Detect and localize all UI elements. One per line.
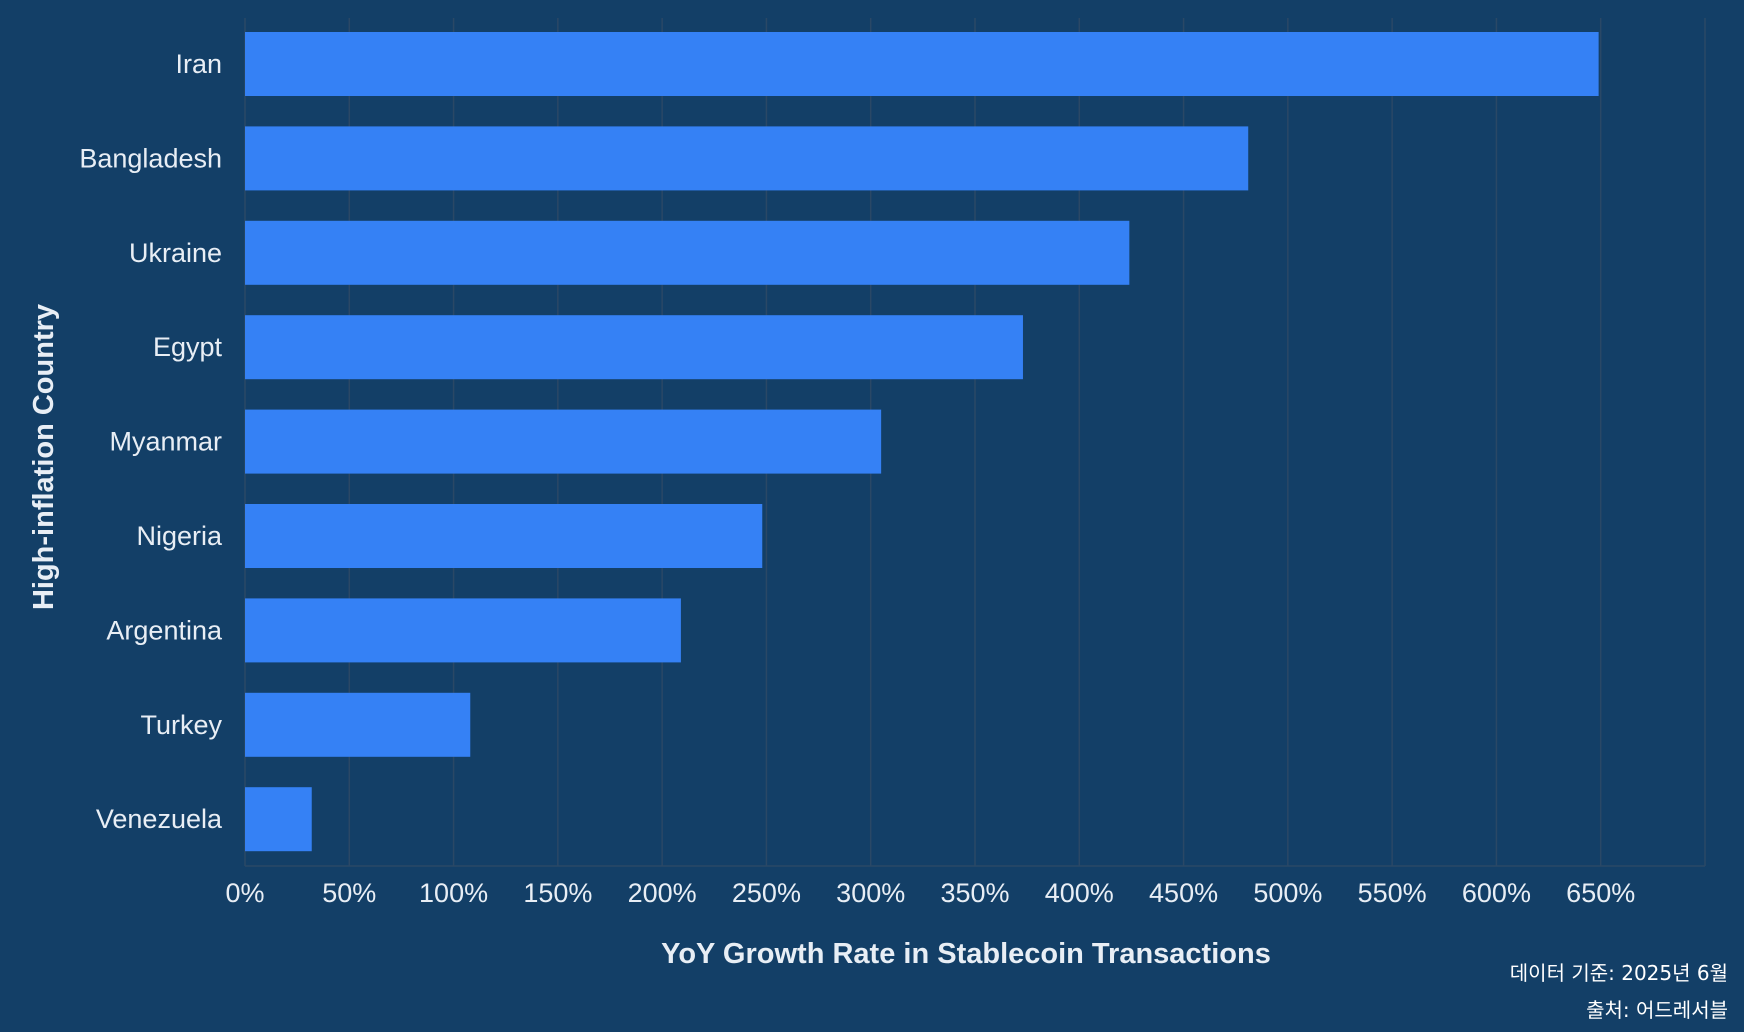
x-tick-label: 0% xyxy=(225,878,264,908)
x-tick-label: 550% xyxy=(1358,878,1427,908)
category-label: Bangladesh xyxy=(79,143,222,173)
bar-nigeria xyxy=(245,504,763,568)
x-tick-label: 50% xyxy=(322,878,376,908)
category-label: Venezuela xyxy=(96,804,223,834)
bar-venezuela xyxy=(245,787,312,852)
x-tick-label: 400% xyxy=(1045,878,1114,908)
x-tick-label: 200% xyxy=(628,878,697,908)
x-tick-label: 100% xyxy=(419,878,488,908)
category-label: Ukraine xyxy=(129,238,222,268)
bar-egypt xyxy=(245,315,1023,380)
y-axis-title: High-inflation Country xyxy=(28,304,60,610)
x-tick-label: 150% xyxy=(523,878,592,908)
category-label: Egypt xyxy=(153,332,223,362)
bars xyxy=(245,32,1599,852)
x-tick-label: 450% xyxy=(1149,878,1218,908)
x-tick-labels: 0% 50% 100% 150% 200% 250% 300% 350% 400% 450% 500… xyxy=(225,878,1635,908)
category-label: Argentina xyxy=(106,615,223,645)
x-tick-label: 250% xyxy=(732,878,801,908)
category-label: Iran xyxy=(175,49,222,79)
x-tick-label: 600% xyxy=(1462,878,1531,908)
x-tick-label: 500% xyxy=(1253,878,1322,908)
category-label: Myanmar xyxy=(109,427,222,457)
x-tick-label: 300% xyxy=(836,878,905,908)
bar-myanmar xyxy=(245,409,882,474)
data-date-note: 데이터 기준: 2025년 6월 xyxy=(1509,961,1728,985)
category-label: Nigeria xyxy=(136,521,223,551)
bar-ukraine xyxy=(245,220,1130,285)
x-tick-label: 650% xyxy=(1566,878,1635,908)
x-axis-title: YoY Growth Rate in Stablecoin Transactio… xyxy=(661,938,1271,970)
bar-turkey xyxy=(245,692,471,757)
bar-iran xyxy=(245,32,1599,96)
category-label: Turkey xyxy=(140,710,222,740)
category-labels: Iran Bangladesh Ukraine Egypt Myanmar Nigeria… xyxy=(79,49,223,834)
x-tick-label: 350% xyxy=(940,878,1009,908)
bar-bangladesh xyxy=(245,126,1249,191)
bar-argentina xyxy=(245,598,681,663)
source-note: 출처: 어드레서블 xyxy=(1586,998,1728,1022)
